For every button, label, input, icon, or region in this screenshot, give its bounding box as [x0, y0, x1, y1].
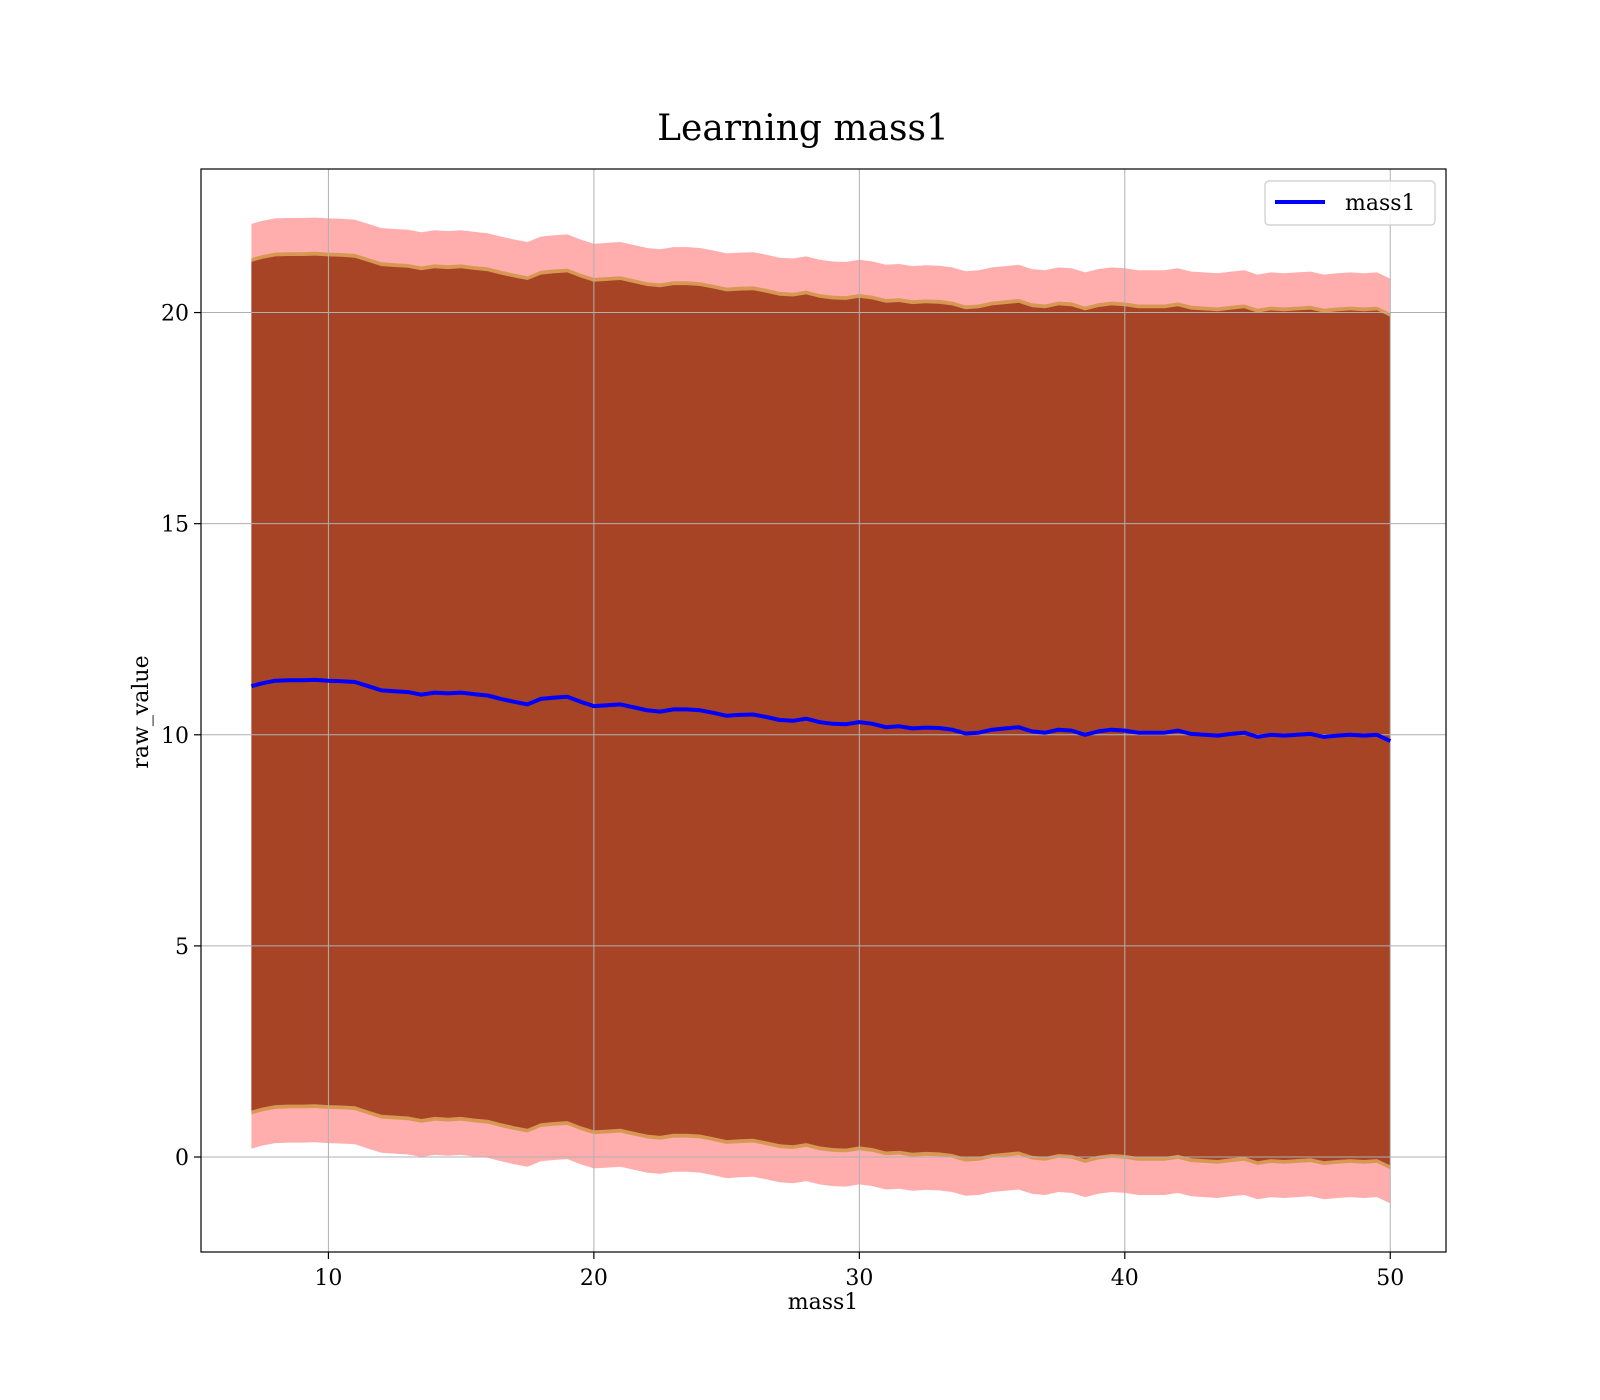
x-tick-label: 30 [845, 1266, 873, 1291]
y-tick-label: 10 [161, 724, 189, 749]
x-tick-label: 40 [1111, 1266, 1139, 1291]
x-axis-title: mass1 [788, 1290, 859, 1315]
chart-title: Learning mass1 [657, 108, 949, 149]
series-line-mass1 [250, 677, 1392, 743]
y-axis-ticks: 0 5 10 15 20 [161, 302, 201, 1171]
axes-frame [200, 168, 1447, 1253]
legend-label-mass1: mass1 [1345, 191, 1416, 216]
legend-box [1264, 180, 1436, 226]
y-tick-label: 5 [175, 935, 189, 960]
y-tick-label: 0 [175, 1146, 189, 1171]
series-layer [250, 677, 1392, 743]
x-tick-label: 20 [580, 1266, 608, 1291]
y-axis-title: raw_value [129, 655, 154, 768]
legend: mass1 [1264, 180, 1436, 226]
bands [251, 217, 1391, 1204]
y-tick-label: 20 [161, 302, 189, 327]
plot-area [201, 169, 1446, 1252]
y-tick-label: 15 [161, 513, 189, 538]
x-tick-label: 10 [314, 1266, 342, 1291]
x-tick-label: 50 [1376, 1266, 1404, 1291]
inner-band [251, 255, 1391, 1166]
grid [201, 169, 1446, 1252]
x-axis-ticks: 10 20 30 40 50 [314, 1252, 1404, 1291]
